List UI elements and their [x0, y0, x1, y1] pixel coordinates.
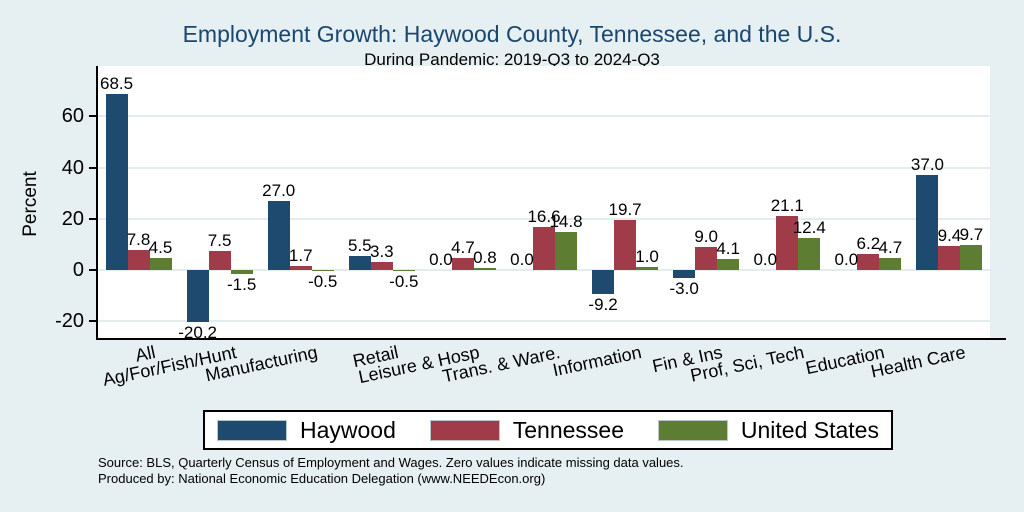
bar-united-states-information [636, 267, 659, 270]
value-label-united-states-fin-ins: 4.1 [716, 239, 740, 259]
gridline-y-0 [98, 269, 990, 271]
bar-haywood-manufacturing [267, 200, 290, 270]
bar-haywood-all [105, 94, 128, 270]
y-tick-label-0: 0 [72, 259, 84, 281]
value-label-tennessee-manufacturing: 1.7 [288, 245, 313, 265]
bar-tennessee-fin-ins [695, 246, 718, 270]
value-label-united-states-retail: -0.5 [389, 272, 419, 292]
bar-tennessee-all [127, 250, 150, 270]
value-label-haywood-fin-ins: -3.0 [669, 278, 699, 298]
legend-swatch-haywood [217, 419, 287, 441]
value-label-tennessee-prof-sci-tech: 21.1 [770, 195, 804, 215]
produced-by-line: Produced by: National Economic Education… [98, 471, 546, 486]
value-label-tennessee-ag-for-fish-hunt: 7.5 [207, 230, 232, 250]
value-label-haywood-manufacturing: 27.0 [262, 180, 296, 200]
y-tick-mark [89, 320, 97, 323]
y-tick-mark [89, 269, 97, 271]
value-label-tennessee-health-care: 9.4 [937, 225, 962, 245]
value-label-united-states-prof-sci-tech: 12.4 [792, 218, 826, 238]
value-label-united-states-manufacturing: -0.5 [308, 272, 338, 292]
bar-united-states-health-care [960, 245, 983, 270]
bar-tennessee-retail [370, 261, 393, 270]
bar-tennessee-leisure-hosp [451, 257, 474, 270]
legend: Haywood Tennessee United States [203, 410, 893, 450]
value-label-tennessee-retail: 3.3 [369, 241, 394, 261]
legend-label-united-states: United States [740, 416, 879, 443]
value-label-united-states-trans-ware: 14.8 [549, 212, 583, 232]
value-label-united-states-information: 1.0 [635, 247, 659, 267]
y-tick-mark [89, 166, 97, 169]
y-axis-line [96, 66, 98, 340]
bar-united-states-education [879, 257, 902, 270]
value-label-tennessee-fin-ins: 9.0 [694, 226, 718, 246]
plot-area: 68.5 7.8 4.5 -20.2 7.5 -1.5 27.0 1.7 -0.5 5.5 3.3 -… [98, 66, 990, 342]
source-notes: Source: BLS, Quarterly Census of Employm… [98, 455, 684, 487]
chart-subtitle: During Pandemic: 2019-Q3 to 2024-Q3 [364, 50, 660, 69]
legend-label-haywood: Haywood [300, 416, 396, 443]
bar-tennessee-information [614, 219, 637, 270]
x-tick-label-information: Information [550, 342, 644, 381]
bar-united-states-manufacturing [311, 270, 334, 272]
value-label-haywood-ag-for-fish-hunt: -20.2 [178, 322, 217, 342]
value-label-united-states-all: 4.5 [148, 238, 173, 258]
legend-item-tennessee: Tennessee [429, 416, 625, 444]
bar-united-states-ag-for-fish-hunt [230, 270, 253, 274]
bar-tennessee-education [857, 254, 880, 270]
legend-item-united-states: United States [657, 416, 879, 444]
bar-haywood-retail [348, 255, 371, 270]
legend-swatch-united-states [657, 419, 728, 441]
value-label-haywood-leisure-hosp: 0.0 [429, 250, 453, 269]
value-label-united-states-health-care: 9.7 [959, 225, 984, 245]
value-label-united-states-leisure-hosp: 0.8 [473, 247, 497, 267]
bar-united-states-fin-ins [717, 259, 740, 270]
bar-tennessee-prof-sci-tech [776, 215, 799, 270]
x-tick-label-health-care: Health Care [869, 342, 968, 382]
value-label-united-states-education: 4.7 [878, 237, 903, 257]
y-tick-label-60: 60 [61, 105, 84, 128]
bar-tennessee-ag-for-fish-hunt [208, 250, 231, 270]
y-tick-mark [89, 217, 97, 220]
x-axis-line [96, 338, 1006, 340]
bar-haywood-health-care [916, 175, 939, 270]
value-label-haywood-education: 0.0 [834, 250, 859, 269]
value-label-haywood-trans-ware: 0.0 [510, 250, 534, 269]
y-tick-label-40: 40 [61, 156, 84, 179]
gridline-y-20 [98, 217, 990, 220]
value-label-tennessee-trans-ware: 16.6 [527, 207, 561, 227]
gridline-y--20 [98, 320, 990, 323]
value-label-tennessee-leisure-hosp: 4.7 [451, 237, 475, 257]
bar-haywood-fin-ins [673, 270, 696, 278]
bar-united-states-retail [392, 270, 415, 272]
bar-tennessee-trans-ware [533, 227, 555, 270]
bar-united-states-trans-ware [555, 232, 577, 270]
bar-united-states-all [149, 258, 172, 270]
bar-tennessee-health-care [938, 245, 961, 270]
value-label-haywood-all: 68.5 [99, 74, 134, 94]
value-label-united-states-ag-for-fish-hunt: -1.5 [226, 274, 257, 294]
bar-tennessee-manufacturing [289, 265, 312, 270]
value-label-haywood-retail: 5.5 [347, 235, 372, 255]
source-line: Source: BLS, Quarterly Census of Employm… [98, 455, 684, 470]
bar-united-states-leisure-hosp [473, 267, 496, 270]
value-label-haywood-prof-sci-tech: 0.0 [753, 250, 778, 269]
value-label-haywood-information: -9.2 [588, 294, 618, 314]
y-tick-mark [89, 115, 97, 118]
value-label-tennessee-all: 7.8 [126, 230, 151, 249]
legend-item-haywood: Haywood [217, 417, 396, 444]
bar-united-states-prof-sci-tech [798, 238, 821, 270]
gridline-y-60 [98, 115, 990, 118]
value-label-haywood-health-care: 37.0 [910, 155, 944, 175]
legend-swatch-tennessee [429, 419, 500, 441]
bar-haywood-ag-for-fish-hunt [186, 270, 209, 322]
value-label-tennessee-information: 19.7 [608, 199, 642, 219]
y-tick-label--20: -20 [55, 310, 84, 333]
value-label-tennessee-education: 6.2 [856, 234, 881, 254]
y-tick-label-20: 20 [61, 207, 84, 230]
bar-haywood-information [592, 270, 615, 294]
legend-label-tennessee: Tennessee [512, 416, 625, 443]
chart-title: Employment Growth: Haywood County, Tenne… [182, 21, 842, 47]
gridline-y-40 [98, 166, 990, 169]
